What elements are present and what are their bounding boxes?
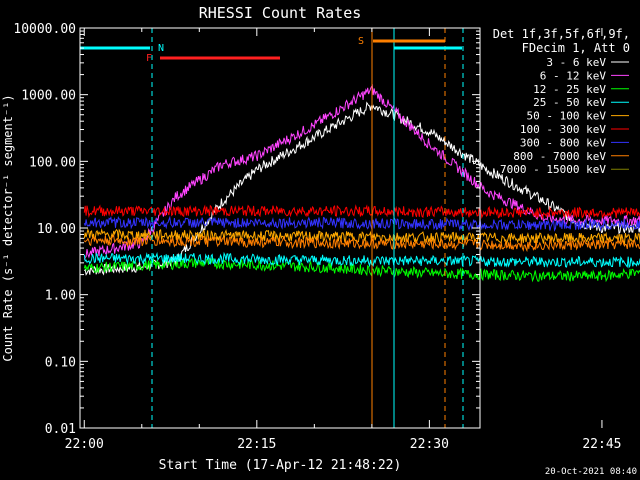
series-line: [83, 234, 640, 253]
legend-header-line: Det 1f,3f,5f,6f,9f,: [493, 27, 630, 41]
legend-label: 300 - 800 keV: [520, 136, 606, 149]
series-line: [83, 257, 640, 283]
x-tick-label: 22:45: [582, 437, 621, 452]
legend-label: 12 - 25 keV: [533, 83, 606, 96]
plot-content: NF S: [80, 28, 640, 428]
legend-label: 100 - 300 keV: [520, 123, 606, 136]
series-line: [83, 228, 640, 246]
y-axis-ticks: 0.01 0.10 1.00 10.00 100.00 1000.00 10000.00: [13, 22, 480, 437]
x-tick-label: 22:15: [237, 437, 276, 452]
y-tick-label: 100.00: [29, 155, 76, 170]
legend-label: 50 - 100 keV: [527, 110, 607, 123]
y-tick-label: 1000.00: [21, 89, 76, 104]
x-tick-label: 22:30: [410, 437, 449, 452]
y-axis-label: Count Rate (s⁻¹ detector⁻¹ segment⁻¹): [1, 94, 15, 361]
chart-title: RHESSI Count Rates: [199, 4, 362, 22]
x-tick-label: 22:00: [65, 437, 104, 452]
y-tick-label: 10000.00: [13, 22, 76, 37]
legend-header-line: FDecim 1, Att 0: [522, 41, 630, 55]
series-line: [83, 204, 640, 220]
legend-label: 25 - 50 keV: [533, 96, 606, 109]
legend-label: 3 - 6 keV: [546, 56, 606, 69]
y-tick-label: 1.00: [45, 289, 76, 304]
y-tick-label: 0.01: [45, 422, 76, 437]
y-tick-label: 10.00: [37, 222, 76, 237]
legend-label: 6 - 12 keV: [540, 69, 607, 82]
footer-timestamp: 20-Oct-2021 08:40: [545, 467, 637, 477]
annotation-label: S: [358, 36, 364, 47]
legend-label: 7000 - 15000 keV: [500, 163, 606, 176]
x-axis-label: Start Time (17-Apr-12 21:48:22): [159, 458, 402, 473]
legend-header: Det 1f,3f,5f,6f,9f, FDecim 1, Att 0: [493, 27, 630, 55]
annotation-label: F: [146, 53, 152, 64]
y-tick-label: 0.10: [45, 355, 76, 370]
series-line: [83, 83, 640, 260]
legend-label: 800 - 7000 keV: [513, 150, 606, 163]
series-line: [83, 215, 640, 232]
annotation-label: N: [158, 43, 164, 54]
series-line: [83, 251, 640, 269]
